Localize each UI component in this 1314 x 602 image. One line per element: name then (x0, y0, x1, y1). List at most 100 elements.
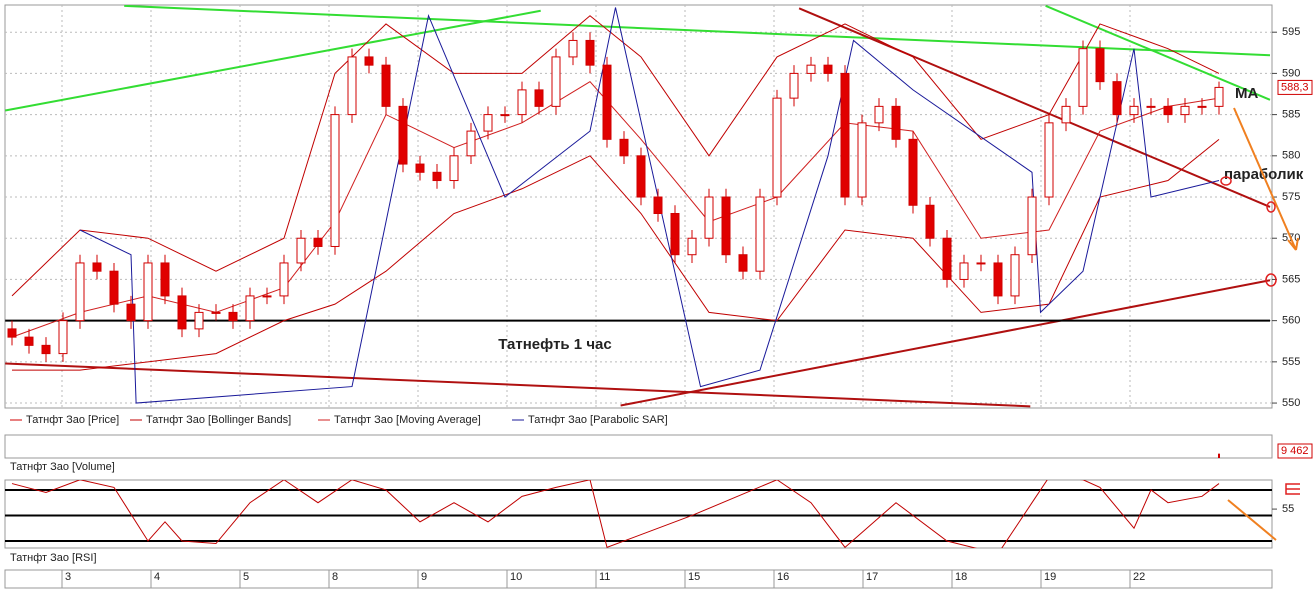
candle-body (1214, 86, 1224, 107)
y-tick-label: 595 (1282, 26, 1300, 38)
candle-body (1095, 48, 1105, 83)
x-tick-label: 16 (777, 571, 789, 583)
candle-body (143, 262, 153, 322)
candle-body (58, 320, 68, 355)
y-tick-label: 550 (1282, 397, 1300, 409)
candle-body (568, 39, 578, 58)
candle-body (653, 196, 663, 215)
candle-body (721, 196, 731, 256)
x-tick-label: 19 (1044, 571, 1056, 583)
candle-body (24, 336, 34, 346)
x-tick-label: 8 (332, 571, 338, 583)
candle-body (517, 89, 527, 116)
x-tick-label: 4 (154, 571, 160, 583)
candle-body (1078, 48, 1088, 107)
candle-body (636, 155, 646, 198)
volume-title: Татнфт Зао [Volume] (10, 461, 115, 473)
trendline (1045, 5, 1271, 101)
x-tick-label: 5 (243, 571, 249, 583)
marker (1266, 201, 1276, 213)
candle-body (228, 311, 238, 322)
indicator-line (11, 81, 1220, 338)
candle-body (500, 114, 510, 117)
arrow (1233, 107, 1299, 251)
candle-body (976, 262, 986, 265)
candle-body (160, 262, 170, 297)
candle-body (1129, 105, 1139, 116)
volume-box (1277, 443, 1313, 459)
x-tick-label: 10 (510, 571, 522, 583)
candle-body (704, 196, 714, 239)
candle-body (755, 196, 765, 272)
candle-body (1027, 196, 1037, 256)
candle-body (194, 311, 204, 330)
trendline (620, 279, 1271, 407)
candle-body (959, 262, 969, 280)
trendline (5, 362, 1031, 408)
legend-label: Татнфт Зао [Bollinger Bands] (146, 414, 291, 426)
x-tick-label: 3 (65, 571, 71, 583)
candle-body (993, 262, 1003, 297)
candle-body (41, 344, 51, 355)
x-tick-label: 17 (866, 571, 878, 583)
candle-body (908, 138, 918, 206)
x-tick-label: 18 (955, 571, 967, 583)
candle-body (347, 56, 357, 116)
candle-body (262, 295, 272, 298)
markers (1220, 176, 1300, 495)
marker (1285, 483, 1300, 495)
marker (1265, 273, 1277, 287)
y-tick-label: 580 (1282, 150, 1300, 162)
legend-label: Татнфт Зао [Price] (26, 414, 119, 426)
rsi-line (11, 480, 1220, 548)
candle-body (449, 155, 459, 182)
rsi-panel (4, 479, 1273, 549)
candle-body (1061, 105, 1071, 124)
legend-label: Татнфт Зао [Moving Average] (334, 414, 481, 426)
x-tick-label: 11 (599, 571, 610, 583)
price-plot (5, 5, 1271, 408)
volume-value: 9 462 (1281, 445, 1309, 457)
y-tick-label: 585 (1282, 109, 1300, 121)
candle-body (398, 105, 408, 165)
candle-body (92, 262, 102, 272)
candle-body (75, 262, 85, 322)
candle-body (483, 114, 493, 132)
candle-body (551, 56, 561, 107)
candle-body (245, 295, 255, 322)
candle-body (313, 237, 323, 247)
candle-body (177, 295, 187, 330)
candle-body (466, 130, 476, 157)
y-tick-label: 555 (1282, 356, 1300, 368)
candle-body (381, 64, 391, 107)
y-tick-label: 590 (1282, 67, 1300, 79)
last-price-box (1277, 79, 1313, 95)
candle-body (1044, 122, 1054, 198)
x-tick-label: 22 (1133, 571, 1145, 583)
candle-body (925, 204, 935, 239)
x-tick-label: 15 (688, 571, 700, 583)
candle-body (585, 39, 595, 66)
candle-body (330, 114, 340, 247)
rsi-title: Татнфт Зао [RSI] (10, 552, 97, 564)
candle-body (211, 311, 221, 314)
candle-body (415, 163, 425, 173)
annotation: Татнефть 1 час (498, 336, 611, 353)
arrow (1227, 499, 1277, 541)
trendline (798, 7, 1271, 208)
candle-body (840, 72, 850, 198)
candle-body (602, 64, 612, 140)
rsi-tick-label: 55 (1282, 503, 1294, 515)
candle-body (1112, 81, 1122, 116)
marker (1220, 176, 1232, 186)
candle-body (1197, 105, 1207, 108)
candle-body (7, 328, 17, 338)
candle-body (874, 105, 884, 124)
last-price-label: 588,3 (1281, 81, 1309, 93)
candle-body (364, 56, 374, 66)
candle-body (687, 237, 697, 256)
candle-body (534, 89, 544, 107)
candle-body (772, 97, 782, 198)
candle-body (1163, 105, 1173, 116)
